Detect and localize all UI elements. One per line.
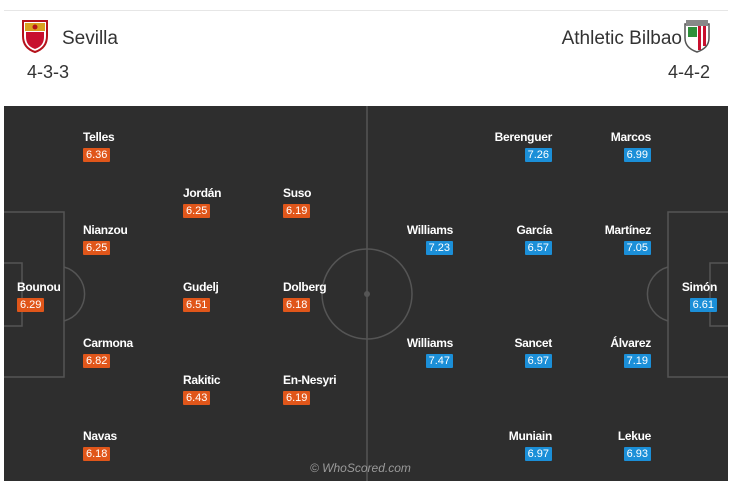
player-rating: 7.47 xyxy=(425,354,453,368)
player-name: Carmona xyxy=(83,336,133,350)
player-home-telles[interactable]: Telles 6.36 xyxy=(83,130,193,170)
player-rating: 7.23 xyxy=(425,241,453,255)
player-rating: 6.82 xyxy=(83,354,111,368)
player-home-dolberg[interactable]: Dolberg 6.18 xyxy=(283,280,393,320)
player-home-bounou[interactable]: Bounou 6.29 xyxy=(17,280,127,320)
player-name: Jordán xyxy=(183,186,222,200)
player-rating: 6.29 xyxy=(17,298,45,312)
player-name: Williams xyxy=(406,336,453,350)
player-name: Williams xyxy=(406,223,453,237)
player-name: Marcos xyxy=(610,130,652,144)
player-name: Martínez xyxy=(604,223,652,237)
player-away-garcia[interactable]: García 6.57 xyxy=(442,223,552,263)
away-formation: 4-4-2 xyxy=(667,62,710,82)
home-team-name[interactable]: Sevilla xyxy=(62,28,118,49)
player-rating: 6.57 xyxy=(524,241,552,255)
player-away-muniain[interactable]: Muniain 6.97 xyxy=(442,429,552,469)
player-name: Gudelj xyxy=(183,280,219,294)
player-name: Nianzou xyxy=(83,223,128,237)
player-name: Sancet xyxy=(514,336,552,350)
player-name: Lekue xyxy=(617,429,651,443)
player-rating: 6.61 xyxy=(689,298,717,312)
player-name: García xyxy=(516,223,552,237)
player-name: En-Nesyri xyxy=(283,373,337,387)
player-away-simon[interactable]: Simón 6.61 xyxy=(607,280,717,320)
player-name: Dolberg xyxy=(283,280,327,294)
player-away-williams-2[interactable]: Williams 7.47 xyxy=(343,336,453,376)
player-away-marcos[interactable]: Marcos 6.99 xyxy=(541,130,651,170)
player-rating: 6.43 xyxy=(183,391,211,405)
player-rating: 6.97 xyxy=(524,354,552,368)
player-name: Rakitic xyxy=(183,373,221,387)
player-home-en-nesyri[interactable]: En-Nesyri 6.19 xyxy=(283,373,393,413)
pitch: Telles 6.36 Jordán 6.25 Suso 6.19 Nianzo… xyxy=(4,106,728,481)
player-rating: 6.93 xyxy=(623,447,651,461)
player-name: Muniain xyxy=(508,429,553,443)
player-name: Bounou xyxy=(17,280,61,294)
player-rating: 6.19 xyxy=(283,204,311,218)
player-rating: 6.97 xyxy=(524,447,552,461)
pitch-markings xyxy=(4,106,728,481)
player-rating: 6.19 xyxy=(283,391,311,405)
player-home-gudelj[interactable]: Gudelj 6.51 xyxy=(183,280,293,320)
player-home-rakitic[interactable]: Rakitic 6.43 xyxy=(183,373,293,413)
athletic-bilbao-crest-icon xyxy=(684,20,710,53)
player-name: Telles xyxy=(83,130,115,144)
player-rating: 7.19 xyxy=(623,354,651,368)
player-rating: 6.51 xyxy=(183,298,211,312)
whoscored-watermark: © WhoScored.com xyxy=(310,461,411,475)
player-rating: 6.18 xyxy=(83,447,111,461)
player-home-jordan[interactable]: Jordán 6.25 xyxy=(183,186,293,226)
player-name: Simón xyxy=(681,280,717,294)
player-away-alvarez[interactable]: Álvarez 7.19 xyxy=(541,336,651,376)
player-home-nianzou[interactable]: Nianzou 6.25 xyxy=(83,223,193,263)
away-team-name[interactable]: Athletic Bilbao xyxy=(561,28,682,49)
player-rating: 6.99 xyxy=(623,148,651,162)
header-divider xyxy=(4,10,728,11)
player-away-sancet[interactable]: Sancet 6.97 xyxy=(442,336,552,376)
match-header: Sevilla 4-3-3 Athletic Bilbao 4-4-2 xyxy=(0,0,730,106)
player-away-berenguer[interactable]: Berenguer 7.26 xyxy=(442,130,552,170)
player-rating: 6.36 xyxy=(83,148,111,162)
home-formation: 4-3-3 xyxy=(27,62,70,82)
player-rating: 7.26 xyxy=(524,148,552,162)
player-name: Suso xyxy=(283,186,312,200)
player-rating: 6.25 xyxy=(183,204,211,218)
player-rating: 6.25 xyxy=(83,241,111,255)
player-away-williams-1[interactable]: Williams 7.23 xyxy=(343,223,453,263)
player-rating: 7.05 xyxy=(623,241,651,255)
player-home-carmona[interactable]: Carmona 6.82 xyxy=(83,336,193,376)
player-name: Álvarez xyxy=(610,336,651,350)
player-name: Berenguer xyxy=(494,130,553,144)
player-home-suso[interactable]: Suso 6.19 xyxy=(283,186,393,226)
sevilla-crest-icon xyxy=(22,20,48,54)
player-rating: 6.18 xyxy=(283,298,311,312)
player-away-martinez[interactable]: Martínez 7.05 xyxy=(541,223,651,263)
player-home-navas[interactable]: Navas 6.18 xyxy=(83,429,193,469)
player-name: Navas xyxy=(83,429,117,443)
player-away-lekue[interactable]: Lekue 6.93 xyxy=(541,429,651,469)
